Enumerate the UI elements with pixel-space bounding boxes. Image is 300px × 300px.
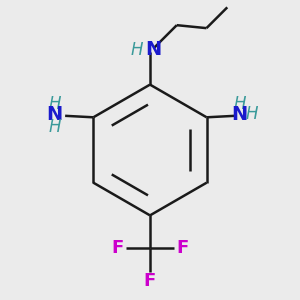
Text: H: H — [130, 40, 143, 58]
Text: N: N — [231, 105, 248, 124]
Text: H: H — [246, 105, 258, 123]
Text: F: F — [177, 239, 189, 257]
Text: H: H — [49, 118, 61, 136]
Text: F: F — [144, 272, 156, 290]
Text: N: N — [46, 105, 63, 124]
Text: H: H — [49, 95, 61, 113]
Text: N: N — [145, 40, 161, 59]
Text: H: H — [233, 95, 246, 113]
Text: F: F — [111, 239, 123, 257]
